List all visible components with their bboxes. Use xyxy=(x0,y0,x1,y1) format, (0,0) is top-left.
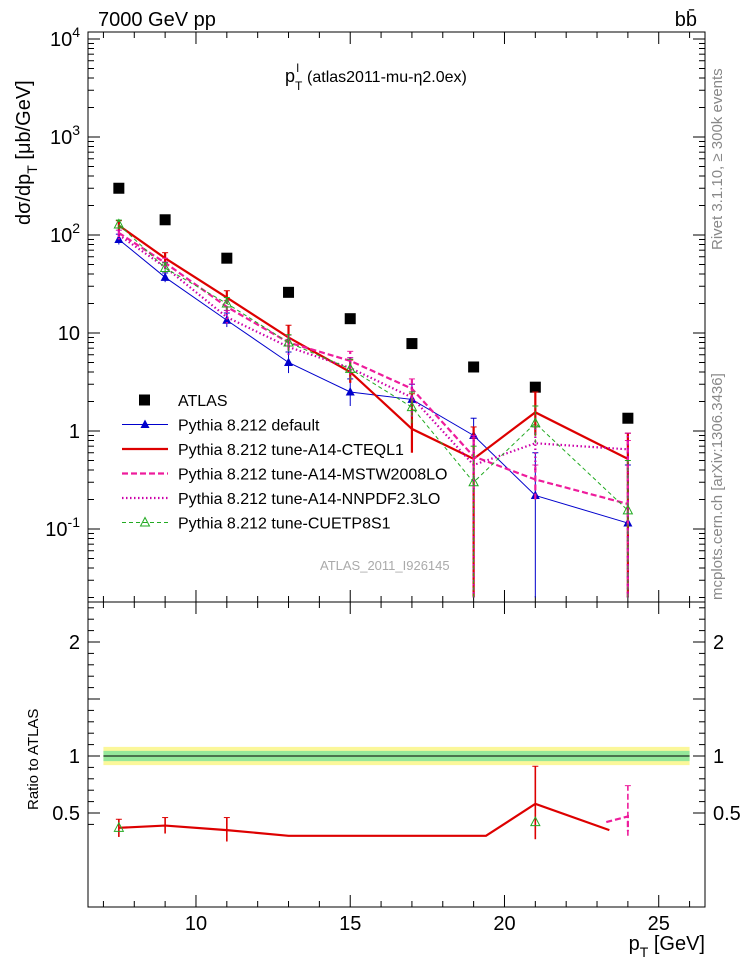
y-axis-label: dσ/dpT [μb/GeV] xyxy=(13,80,40,225)
series-line xyxy=(118,224,629,511)
triangle-marker xyxy=(284,357,294,367)
atlas-data-point xyxy=(468,361,480,373)
legend-label: Pythia 8.212 tune-A14-NNPDF2.3LO xyxy=(178,491,440,508)
x-tick-label: 25 xyxy=(648,913,670,935)
header-left: 7000 GeV pp xyxy=(98,9,216,31)
series-5 xyxy=(113,218,634,598)
ratio-series-line xyxy=(605,814,629,832)
triangle-marker-open xyxy=(221,297,233,308)
triangle-marker-open xyxy=(113,218,125,229)
legend-label: Pythia 8.212 tune-CUETP8S1 xyxy=(178,516,391,533)
ratio-y-tick-label: 1 xyxy=(69,746,80,768)
atlas-data-point xyxy=(529,381,541,393)
x-tick-label: 15 xyxy=(339,913,361,935)
main-panel: 10-1 1 10 102 103 104 pTl(atlas2011-mu-η2.0ex)… xyxy=(13,24,706,907)
atlas-data-point xyxy=(283,286,295,298)
legend-label: ATLAS xyxy=(178,393,228,410)
ratio-y-tick-label-right: 0.5 xyxy=(713,803,741,825)
legend-entry-1: Pythia 8.212 default xyxy=(122,418,320,435)
legend-label: Pythia 8.212 tune-A14-CTEQL1 xyxy=(178,442,404,459)
triangle-marker-open xyxy=(622,504,634,515)
ratio-y-axis-label: Ratio to ATLAS xyxy=(25,709,42,810)
ratio-triangle-marker xyxy=(113,821,125,832)
x-tick-label: 20 xyxy=(493,913,515,935)
atlas-data-point xyxy=(221,252,233,264)
atlas-data-point xyxy=(406,338,418,350)
legend-label: Pythia 8.212 default xyxy=(178,418,320,435)
ratio-y-tick-label: 2 xyxy=(69,632,80,654)
header-right: bb̄ xyxy=(675,8,697,31)
legend-label: Pythia 8.212 tune-A14-MSTW2008LO xyxy=(178,467,447,484)
legend-entry-2: Pythia 8.212 tune-A14-CTEQL1 xyxy=(122,442,404,459)
triangle-marker-open xyxy=(344,362,356,373)
x-tick-label: 10 xyxy=(185,913,207,935)
y-tick-label: 103 xyxy=(50,122,80,149)
watermark: ATLAS_2011_I926145 xyxy=(320,558,450,573)
triangle-marker-open xyxy=(283,336,294,347)
legend-marker xyxy=(139,394,150,406)
triangle-marker-open xyxy=(406,401,418,412)
legend-entry-0: ATLAS xyxy=(139,393,228,410)
triangle-marker xyxy=(160,272,170,281)
triangle-marker xyxy=(345,387,355,396)
triangle-marker-open xyxy=(529,417,541,428)
legend-entry-5: Pythia 8.212 tune-CUETP8S1 xyxy=(122,516,391,533)
ratio-series-1 xyxy=(605,785,631,836)
legend-marker xyxy=(139,516,151,527)
ratio-y-tick-label-right: 1 xyxy=(713,746,724,768)
atlas-data-point xyxy=(622,412,634,424)
series-line xyxy=(118,231,629,506)
series-3 xyxy=(115,227,631,598)
series-line xyxy=(118,234,628,467)
y-tick-label: 10 xyxy=(58,323,80,345)
legend: ATLAS Pythia 8.212 default Pythia 8.212 tu… xyxy=(122,393,447,533)
chart-title: pTl(atlas2011-mu-η2.0ex) xyxy=(285,61,467,93)
y-tick-label: 102 xyxy=(50,220,80,247)
ratio-y-tick-label: 0.5 xyxy=(52,803,80,825)
series-1 xyxy=(114,233,633,598)
series-0 xyxy=(113,182,634,424)
triangle-marker-open xyxy=(468,476,479,487)
atlas-data-point xyxy=(344,313,356,325)
series-4 xyxy=(115,229,631,598)
legend-marker xyxy=(140,419,150,428)
y-tick-label: 104 xyxy=(50,24,80,51)
x-axis-label: pT [GeV] xyxy=(629,933,705,960)
triangle-marker-open xyxy=(159,261,171,273)
legend-entry-4: Pythia 8.212 tune-A14-NNPDF2.3LO xyxy=(122,491,440,508)
y-tick-label: 10-1 xyxy=(45,514,80,541)
ratio-y-tick-label-right: 2 xyxy=(713,632,724,654)
ratio-frame xyxy=(87,601,706,908)
ratio-series-2 xyxy=(113,816,541,832)
ratio-triangle-marker xyxy=(529,816,541,827)
side-label-bottom: mcplots.cern.ch [arXiv:1306.3436] xyxy=(709,373,726,600)
ratio-series-line xyxy=(118,802,610,837)
y-tick-label: 1 xyxy=(69,421,80,443)
ratio-series-0 xyxy=(115,765,610,842)
legend-entry-3: Pythia 8.212 tune-A14-MSTW2008LO xyxy=(122,467,447,484)
atlas-data-point xyxy=(113,182,125,194)
atlas-data-point xyxy=(159,214,171,226)
side-label-top: Rivet 3.1.10, ≥ 300k events xyxy=(709,68,726,250)
